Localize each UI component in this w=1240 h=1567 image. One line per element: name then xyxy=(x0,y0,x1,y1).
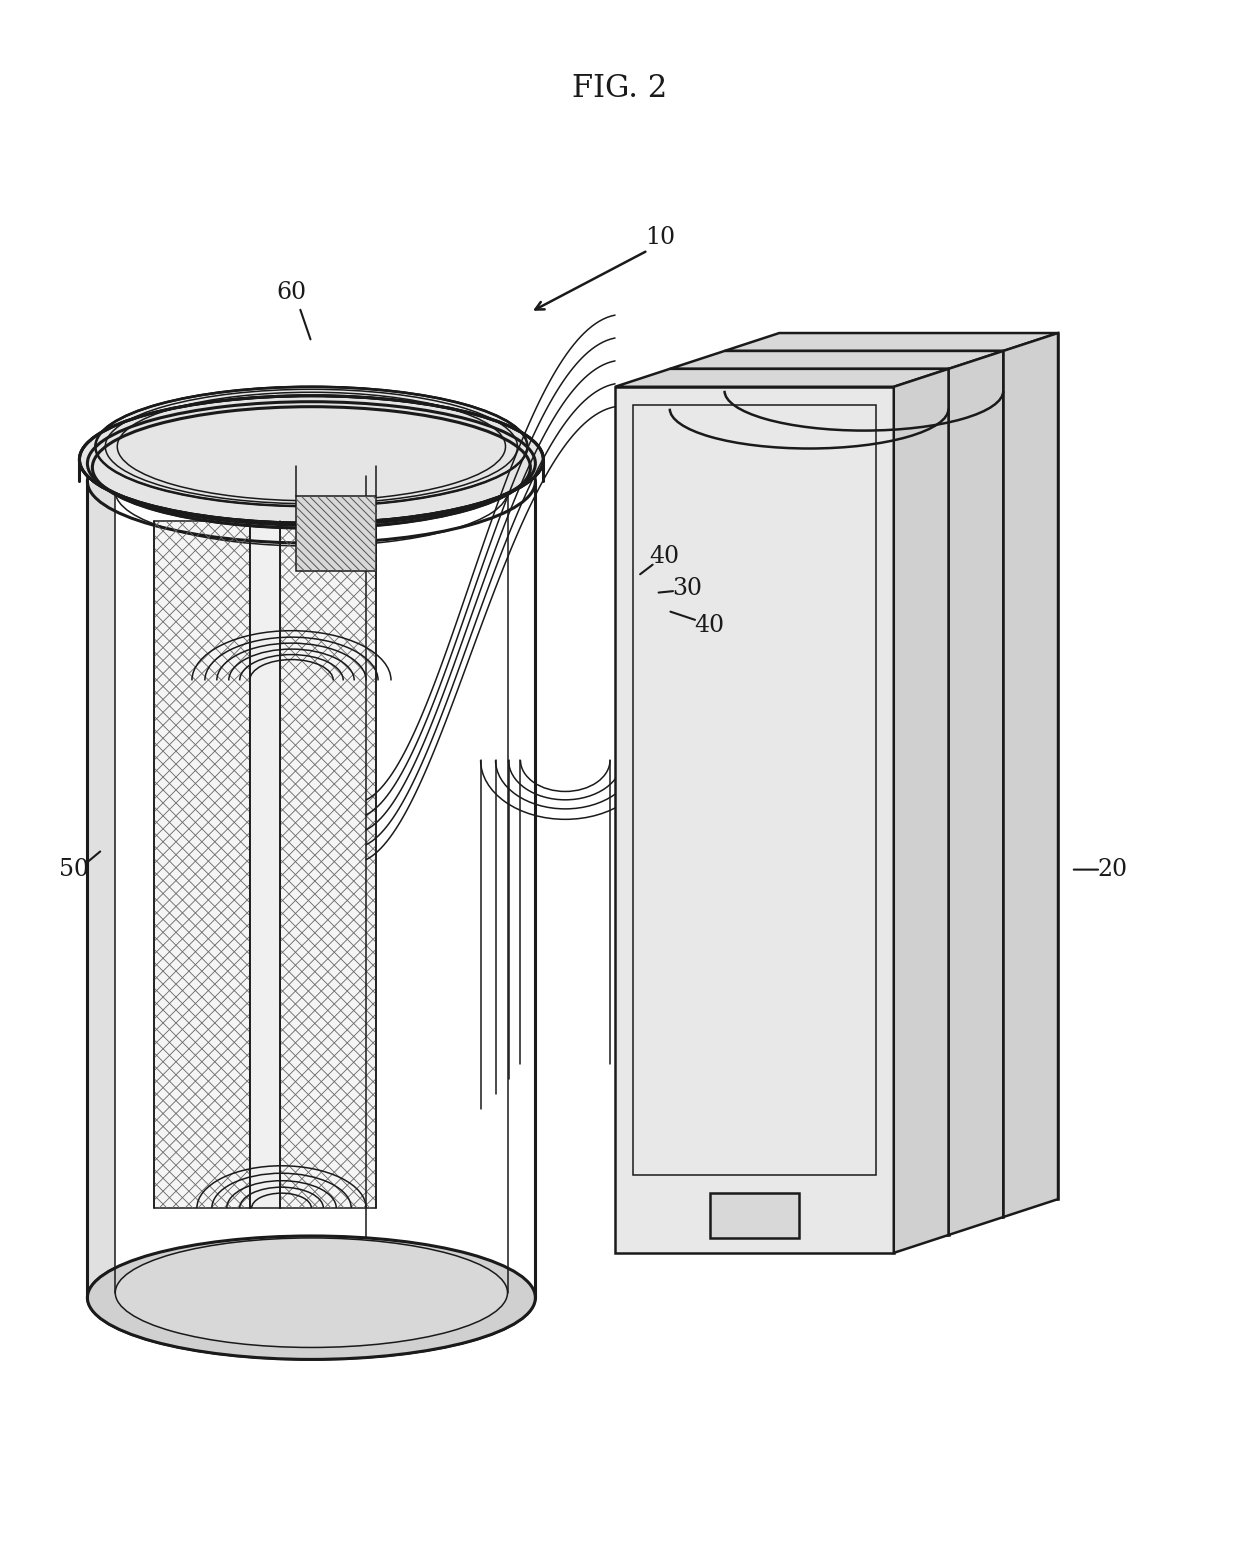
Text: 10: 10 xyxy=(645,226,675,249)
Text: 40: 40 xyxy=(650,544,680,567)
Text: 30: 30 xyxy=(672,577,703,600)
Polygon shape xyxy=(894,368,949,1254)
Polygon shape xyxy=(115,481,536,1297)
Text: 40: 40 xyxy=(694,614,724,638)
Polygon shape xyxy=(615,368,949,387)
Polygon shape xyxy=(279,522,376,1208)
Polygon shape xyxy=(87,481,115,1297)
Ellipse shape xyxy=(95,387,527,506)
Polygon shape xyxy=(1003,334,1058,1218)
Polygon shape xyxy=(249,522,279,1208)
Text: FIG. 2: FIG. 2 xyxy=(573,72,667,103)
Ellipse shape xyxy=(87,401,536,525)
Polygon shape xyxy=(724,334,1058,351)
Polygon shape xyxy=(724,351,1003,1218)
Text: 60: 60 xyxy=(277,280,306,304)
Ellipse shape xyxy=(87,1236,536,1360)
Polygon shape xyxy=(949,351,1003,1235)
Polygon shape xyxy=(154,522,249,1208)
Polygon shape xyxy=(507,481,536,1297)
Ellipse shape xyxy=(79,396,543,523)
Ellipse shape xyxy=(87,1236,536,1360)
Ellipse shape xyxy=(115,1238,507,1348)
Polygon shape xyxy=(670,368,949,1235)
Polygon shape xyxy=(296,497,376,570)
Ellipse shape xyxy=(92,407,531,528)
Text: 20: 20 xyxy=(1097,859,1128,881)
Polygon shape xyxy=(615,387,894,1254)
Polygon shape xyxy=(709,1192,800,1238)
Text: 50: 50 xyxy=(60,859,89,881)
Polygon shape xyxy=(779,334,1058,1199)
Polygon shape xyxy=(670,351,1003,368)
Ellipse shape xyxy=(79,396,543,523)
